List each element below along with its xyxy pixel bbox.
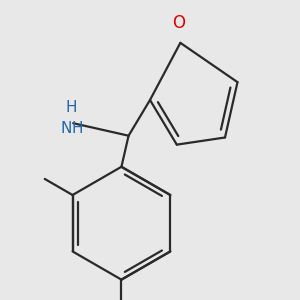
Text: H: H xyxy=(71,121,83,136)
Text: H: H xyxy=(66,100,77,116)
Text: N: N xyxy=(60,121,71,136)
Text: O: O xyxy=(172,14,185,32)
